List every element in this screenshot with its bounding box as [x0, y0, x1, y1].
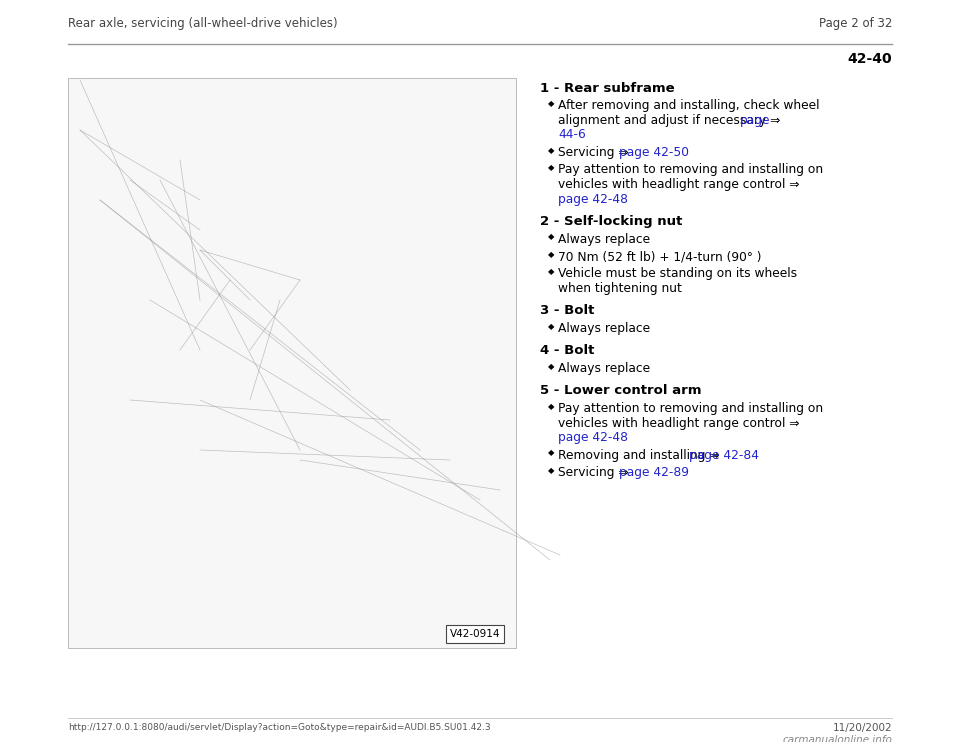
Text: 70 Nm (52 ft lb) + 1/4-turn (90° ): 70 Nm (52 ft lb) + 1/4-turn (90° ) — [558, 250, 761, 263]
Text: 5 - Lower control arm: 5 - Lower control arm — [540, 384, 702, 398]
Text: 44-6: 44-6 — [558, 128, 586, 142]
Text: vehicles with headlight range control ⇒: vehicles with headlight range control ⇒ — [558, 178, 800, 191]
Text: V42-0914: V42-0914 — [449, 629, 500, 639]
Text: ◆: ◆ — [548, 402, 555, 411]
Text: page 42-48: page 42-48 — [558, 431, 628, 444]
Text: page 42-50: page 42-50 — [618, 146, 688, 159]
Text: page 42-48: page 42-48 — [558, 192, 628, 206]
Text: ◆: ◆ — [548, 448, 555, 458]
Bar — [68, 78, 516, 648]
Text: 42-40: 42-40 — [848, 52, 892, 66]
Text: Always replace: Always replace — [558, 232, 650, 246]
Text: http://127.0.0.1:8080/audi/servlet/Display?action=Goto&type=repair&id=AUDI.B5.SU: http://127.0.0.1:8080/audi/servlet/Displ… — [68, 723, 491, 732]
Text: Servicing ⇒: Servicing ⇒ — [558, 466, 629, 479]
Text: Page 2 of 32: Page 2 of 32 — [819, 17, 892, 30]
Text: Servicing ⇒: Servicing ⇒ — [558, 146, 629, 159]
Text: Removing and installing ⇒: Removing and installing ⇒ — [558, 448, 720, 462]
Text: 4 - Bolt: 4 - Bolt — [540, 344, 594, 358]
Text: Pay attention to removing and installing on: Pay attention to removing and installing… — [558, 163, 823, 177]
Text: page: page — [740, 114, 770, 127]
Text: 3 - Bolt: 3 - Bolt — [540, 304, 594, 318]
Text: alignment and adjust if necessary ⇒: alignment and adjust if necessary ⇒ — [558, 114, 780, 127]
Text: ◆: ◆ — [548, 362, 555, 371]
Text: page 42-89: page 42-89 — [618, 466, 688, 479]
Text: 2 - Self-locking nut: 2 - Self-locking nut — [540, 215, 683, 228]
Text: Always replace: Always replace — [558, 362, 650, 375]
Text: page 42-84: page 42-84 — [689, 448, 759, 462]
Text: Vehicle must be standing on its wheels: Vehicle must be standing on its wheels — [558, 268, 797, 280]
Text: ◆: ◆ — [548, 163, 555, 172]
Text: 1 - Rear subframe: 1 - Rear subframe — [540, 82, 675, 95]
Text: ◆: ◆ — [548, 250, 555, 259]
Text: ◆: ◆ — [548, 99, 555, 108]
Text: ◆: ◆ — [548, 322, 555, 331]
Text: After removing and installing, check wheel: After removing and installing, check whe… — [558, 99, 820, 113]
Text: Pay attention to removing and installing on: Pay attention to removing and installing… — [558, 402, 823, 415]
Text: carmanualonline.info: carmanualonline.info — [782, 735, 892, 742]
Text: ◆: ◆ — [548, 146, 555, 155]
Text: ◆: ◆ — [548, 268, 555, 277]
Text: Always replace: Always replace — [558, 322, 650, 335]
Text: 11/20/2002: 11/20/2002 — [832, 723, 892, 733]
Text: vehicles with headlight range control ⇒: vehicles with headlight range control ⇒ — [558, 416, 800, 430]
Text: Rear axle, servicing (all-wheel-drive vehicles): Rear axle, servicing (all-wheel-drive ve… — [68, 17, 338, 30]
Text: when tightening nut: when tightening nut — [558, 282, 682, 295]
Text: ◆: ◆ — [548, 466, 555, 475]
Text: ◆: ◆ — [548, 232, 555, 241]
